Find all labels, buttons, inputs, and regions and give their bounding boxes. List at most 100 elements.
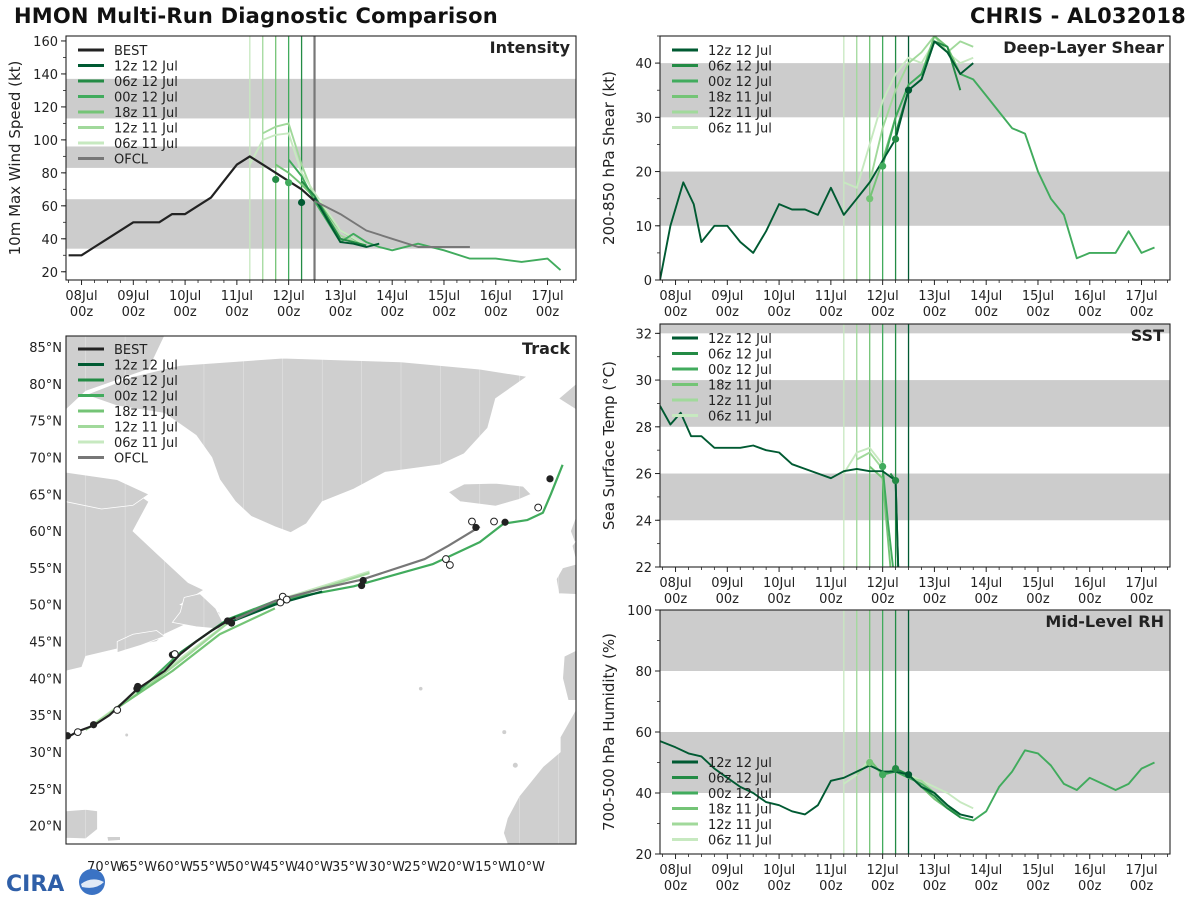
intensity-legend-label-06z-11-jul: 06z 11 Jul [114,137,178,152]
shear-legend-label-12z-11-jul: 12z 11 Jul [708,106,772,121]
track-lat-label: 35°N [29,709,62,724]
shear-xtick-date: 12Jul [867,289,899,304]
intensity-xtick-date: 11Jul [221,289,253,304]
rh-xtick-hour: 00z [767,879,791,894]
shear-xtick-hour: 00z [767,305,791,320]
rh-series-00z-12-jul [882,749,1155,822]
rh-xtick-hour: 00z [819,879,843,894]
track-fix-filled [501,518,509,526]
track-lat-label: 25°N [29,783,62,798]
sst-legend-label-06z-11-jul: 06z 11 Jul [708,410,772,425]
sst-legend-label-12z-11-jul: 12z 11 Jul [708,394,772,409]
rh-legend-label-12z-11-jul: 12z 11 Jul [708,818,772,833]
track-fix-open [113,706,122,714]
cira-logo-text: CIRA [6,872,64,897]
intensity-xtick-hour: 00z [173,305,197,320]
shear-legend-label-00z-12-jul: 00z 12 Jul [708,75,772,90]
rh-point-18z-11-jul [866,758,874,767]
rh-xtick-hour: 00z [1078,879,1102,894]
shear-xtick-date: 08Jul [659,289,691,304]
shear-point-18z-11-jul [866,195,874,203]
sst-xtick-date: 17Jul [1125,576,1157,591]
intensity-xtick-hour: 00z [381,305,405,320]
land-svalbard [558,383,576,411]
shear-point-06z-12-jul [891,135,900,143]
rh-point-06z-12-jul [891,765,900,773]
land-faroes [570,516,576,546]
intensity-xtick-date: 09Jul [117,289,149,304]
rh-ylabel: 700-500 hPa Humidity (%) [600,633,618,831]
shear-xtick-hour: 00z [1078,305,1102,320]
intensity-point-06z-12-jul [272,175,280,184]
intensity-series-06z-12-jul [300,180,367,247]
track-fix-filled [227,619,236,627]
sst-series-12z-12-jul [660,405,900,567]
track-fix-filled [134,682,142,691]
track-legend-label-06z-12-jul: 06z 12 Jul [114,374,178,389]
track-series-18z-11-jul [116,607,276,709]
rh-ytick-label: 80 [635,665,652,680]
rh-point-12z-12-jul [904,771,913,779]
land-canaries [512,762,518,768]
shear-series-12z-11-jul [856,36,974,200]
track-panel-title: Track [522,339,570,358]
sst-xtick-hour: 00z [767,592,791,607]
intensity-series-ofcl [314,200,470,248]
rh-xtick-date: 11Jul [815,863,847,878]
rh-xtick-hour: 00z [923,879,947,894]
track-series-best [67,616,236,739]
intensity-xtick-date: 16Jul [480,289,512,304]
track-fix-filled [472,523,480,532]
land-nova-scotia [116,630,166,654]
sst-xtick-hour: 00z [871,592,895,607]
track-lat-label: 30°N [29,746,62,761]
sst-ytick-label: 30 [635,374,652,389]
shear-xtick-hour: 00z [664,305,688,320]
shear-xtick-hour: 00z [716,305,740,320]
rh-legend-label-06z-11-jul: 06z 11 Jul [708,834,772,849]
intensity-legend-label-best: BEST [114,44,147,59]
rh-xtick-date: 12Jul [867,863,899,878]
land-bermuda [125,733,129,737]
intensity-xtick-hour: 00z [329,305,353,320]
track-lon-label: 60°W [157,860,193,875]
track-fix-open [490,517,498,526]
shear-ytick-label: 40 [635,57,652,72]
sst-xtick-date: 11Jul [815,576,847,591]
shear-xtick-hour: 00z [871,305,895,320]
intensity-xtick-hour: 00z [225,305,249,320]
intensity-ytick-label: 140 [33,68,58,83]
land-ireland [555,563,576,595]
sst-legend-label-18z-11-jul: 18z 11 Jul [708,379,772,394]
rh-legend-label-00z-12-jul: 00z 12 Jul [708,787,772,802]
sst-point-00z-12-jul [879,462,887,471]
track-legend-label-12z-11-jul: 12z 11 Jul [114,421,178,436]
sst-xtick-hour: 00z [923,592,947,607]
shear-legend-label-06z-11-jul: 06z 11 Jul [708,122,772,137]
intensity-ytick-label: 40 [41,233,58,248]
shear-xtick-hour: 00z [1130,305,1154,320]
track-lat-label: 80°N [29,378,62,393]
track-lon-label: 40°W [297,860,333,875]
intensity-ytick-label: 100 [33,134,58,149]
track-legend-label-ofcl: OFCL [114,452,149,467]
intensity-xtick-date: 12Jul [273,289,305,304]
rh-xtick-hour: 00z [716,879,740,894]
sst-xtick-date: 10Jul [763,576,795,591]
sst-xtick-hour: 00z [716,592,740,607]
sst-xtick-date: 08Jul [659,576,691,591]
track-fix-filled [546,475,554,483]
rh-xtick-hour: 00z [1026,879,1050,894]
shear-xtick-hour: 00z [923,305,947,320]
shear-xtick-hour: 00z [1026,305,1050,320]
rh-panel-title: Mid-Level RH [1045,612,1164,631]
track-fix-open [468,517,476,526]
track-lon-label: 35°W [332,860,368,875]
track-fix-open [170,650,179,658]
track-series-12z-12-jul [227,590,323,625]
intensity-shade-band [66,146,576,168]
intensity-point-12z-12-jul [297,198,306,207]
